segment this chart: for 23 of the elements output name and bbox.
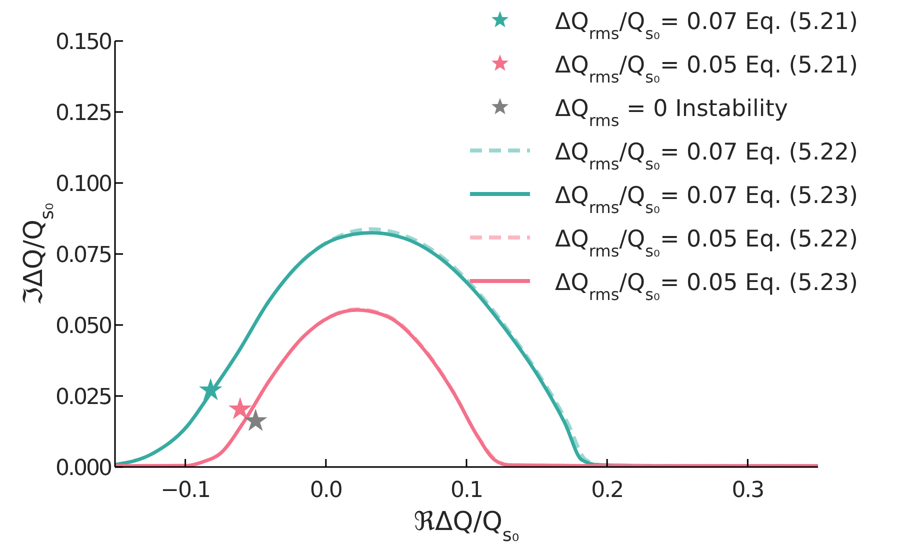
y-tick-label: 0.150: [56, 30, 112, 55]
y-tick-label: 0.100: [56, 172, 112, 197]
x-tick-label: 0.0: [310, 478, 342, 503]
legend-label: ΔQ$_{rms}$ = 0 Instability: [555, 96, 788, 130]
point: [198, 378, 222, 400]
y-tick-label: 0.075: [56, 243, 112, 268]
y-tick-label: 0.050: [56, 314, 112, 339]
x-axis-title: ℜΔQ/Q$_{s₀}$: [414, 507, 520, 544]
point: [228, 397, 252, 420]
x-tick-label: 0.1: [450, 478, 482, 503]
point: [244, 408, 268, 431]
legend-label: ΔQ$_{rms}$/Q$_{s₀}$= 0.05 Eq. (5.22): [555, 226, 858, 260]
legend-label: ΔQ$_{rms}$/Q$_{s₀}$= 0.07 Eq. (5.21): [555, 9, 858, 42]
x-tick-label: 0.2: [591, 478, 624, 503]
x-tick-label: −0.1: [160, 478, 210, 503]
y-tick-label: 0.025: [56, 385, 112, 410]
y-tick-label: 0.000: [56, 456, 112, 481]
legend-label: ΔQ$_{rms}$/Q$_{s₀}$= 0.07 Eq. (5.23): [555, 183, 858, 216]
x-tick-label: 0.3: [732, 478, 764, 503]
legend-label: ΔQ$_{rms}$/Q$_{s₀}$= 0.05 Eq. (5.21): [555, 52, 858, 86]
legend-label: ΔQ$_{rms}$/Q$_{s₀}$= 0.07 Eq. (5.22): [555, 140, 858, 173]
legend-label: ΔQ$_{rms}$/Q$_{s₀}$= 0.05 Eq. (5.23): [555, 270, 858, 304]
y-tick-label: 0.125: [56, 101, 112, 126]
